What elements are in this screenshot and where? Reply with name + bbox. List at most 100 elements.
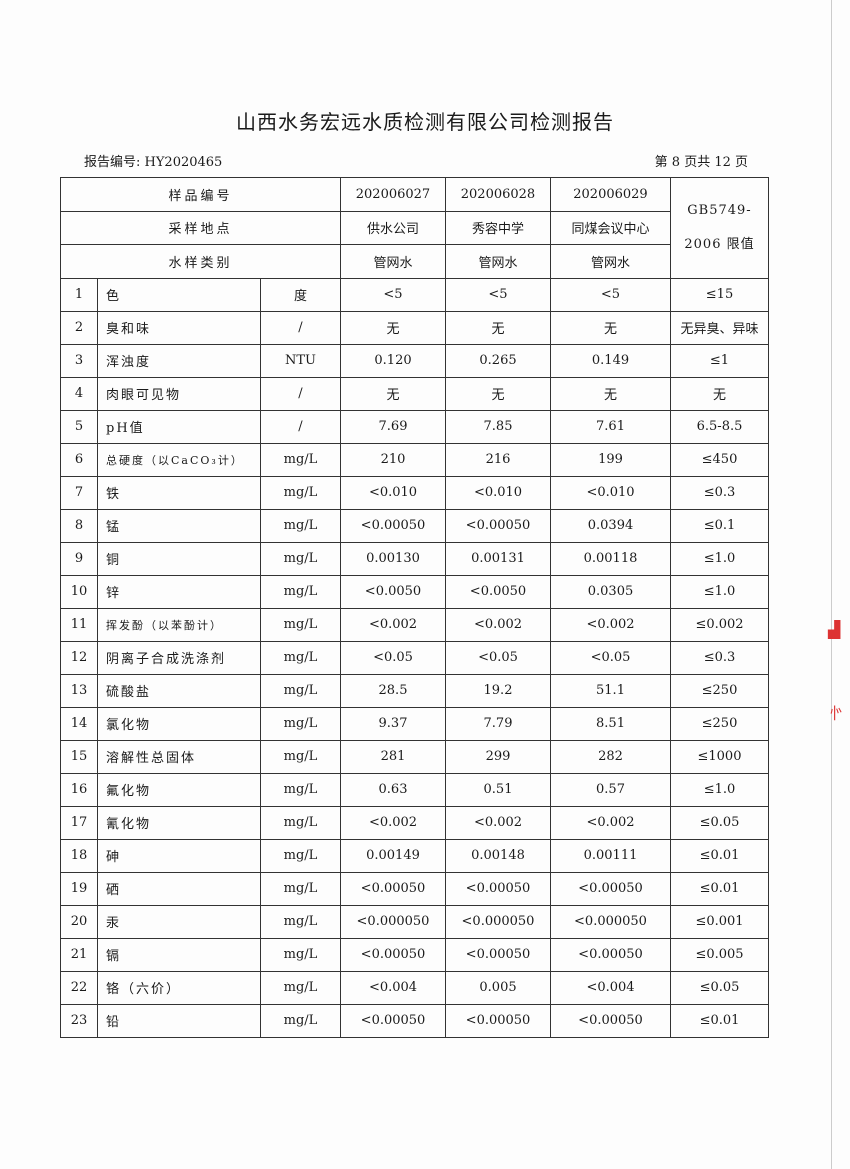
unit: mg/L (260, 706, 341, 741)
header-row-sample-no: 样品编号 202006027 202006028 202006029 GB574… (60, 177, 769, 279)
limit-value: ≤0.005 (670, 937, 769, 972)
parameter-name: 色 (97, 277, 261, 312)
parameter-name: 阴离子合成洗涤剂 (97, 640, 261, 675)
value-sample-1: <0.010 (340, 475, 446, 510)
parameter-name: 氟化物 (97, 772, 261, 807)
table-row: 17 氰化物 mg/L <0.002 <0.002 <0.002 ≤0.05 (60, 805, 769, 840)
table-row: 15 溶解性总固体 mg/L 281 299 282 ≤1000 (60, 739, 769, 774)
unit: mg/L (260, 541, 341, 576)
value-sample-2: <0.002 (445, 805, 551, 840)
sample-location: 同煤会议中心 (550, 210, 671, 245)
value-sample-2: <0.010 (445, 475, 551, 510)
value-sample-1: 28.5 (340, 673, 446, 708)
row-index: 14 (60, 706, 98, 741)
value-sample-1: 无 (340, 376, 446, 411)
row-index: 10 (60, 574, 98, 609)
page-info: 第 8 页共 12 页 (654, 155, 748, 170)
unit: mg/L (260, 574, 341, 609)
stamp-fragment: ▟ (828, 620, 841, 639)
value-sample-2: 0.265 (445, 343, 551, 378)
unit: mg/L (260, 475, 341, 510)
value-sample-1: 0.120 (340, 343, 446, 378)
value-sample-1: <0.00050 (340, 871, 446, 906)
parameter-name: 铜 (97, 541, 261, 576)
value-sample-3: <0.010 (550, 475, 671, 510)
unit: mg/L (260, 805, 341, 840)
value-sample-1: 281 (340, 739, 446, 774)
value-sample-3: <0.002 (550, 607, 671, 642)
parameter-name: 汞 (97, 904, 261, 939)
sample-type: 管网水 (550, 244, 671, 279)
row-index: 9 (60, 541, 98, 576)
row-index: 15 (60, 739, 98, 774)
parameter-name: 臭和味 (97, 310, 261, 345)
table-row: 22 铬（六价） mg/L <0.004 0.005 <0.004 ≤0.05 (60, 970, 769, 1005)
table-row: 12 阴离子合成洗涤剂 mg/L <0.05 <0.05 <0.05 ≤0.3 (60, 640, 769, 675)
parameter-name: 硒 (97, 871, 261, 906)
value-sample-2: <0.00050 (445, 508, 551, 543)
table-row: 21 镉 mg/L <0.00050 <0.00050 <0.00050 ≤0.005 (60, 937, 769, 972)
limit-value: 无 (670, 376, 769, 411)
row-index: 2 (60, 310, 98, 345)
unit: / (260, 409, 341, 444)
value-sample-2: 7.79 (445, 706, 551, 741)
table-row: 8 锰 mg/L <0.00050 <0.00050 0.0394 ≤0.1 (60, 508, 769, 543)
header-row-type: 水样类别 管网水 管网水 管网水 (60, 244, 769, 279)
row-index: 23 (60, 1003, 98, 1038)
table-row: 10 锌 mg/L <0.0050 <0.0050 0.0305 ≤1.0 (60, 574, 769, 609)
value-sample-1: 无 (340, 310, 446, 345)
table-row: 4 肉眼可见物 / 无无无无 (60, 376, 769, 411)
table-row: 5 pH值/7.69 7.85 7.61 6.5-8.5 (60, 409, 769, 444)
value-sample-1: 7.69 (340, 409, 446, 444)
value-sample-1: <0.002 (340, 805, 446, 840)
value-sample-3: <0.000050 (550, 904, 671, 939)
table-row: 14 氯化物 mg/L 9.37 7.79 8.51 ≤250 (60, 706, 769, 741)
row-index: 7 (60, 475, 98, 510)
limit-value: ≤0.1 (670, 508, 769, 543)
unit: mg/L (260, 442, 341, 477)
value-sample-1: <0.002 (340, 607, 446, 642)
table-row: 20 汞 mg/L <0.000050 <0.000050 <0.000050 ≤0.001 (60, 904, 769, 939)
unit: mg/L (260, 970, 341, 1005)
value-sample-2: <5 (445, 277, 551, 312)
sample-location: 供水公司 (340, 210, 446, 245)
row-index: 20 (60, 904, 98, 939)
row-index: 16 (60, 772, 98, 807)
limit-value: ≤0.3 (670, 640, 769, 675)
table-row: 23 铅 mg/L <0.00050 <0.00050 <0.00050 ≤0.01 (60, 1003, 769, 1038)
type-label: 水样类别 (60, 244, 341, 279)
sample-type: 管网水 (445, 244, 551, 279)
parameter-name: 硫酸盐 (97, 673, 261, 708)
table-row: 11 挥发酚（以苯酚计） mg/L <0.002 <0.002 <0.002 ≤0.002 (60, 607, 769, 642)
unit: mg/L (260, 739, 341, 774)
limit-value: ≤0.002 (670, 607, 769, 642)
limit-value: ≤1000 (670, 739, 769, 774)
limit-value: ≤0.01 (670, 871, 769, 906)
unit: mg/L (260, 871, 341, 906)
limit-value: ≤1.0 (670, 574, 769, 609)
value-sample-1: <0.00050 (340, 937, 446, 972)
parameter-name: 铁 (97, 475, 261, 510)
parameter-name: 浑浊度 (97, 343, 261, 378)
row-index: 21 (60, 937, 98, 972)
row-index: 8 (60, 508, 98, 543)
value-sample-2: <0.00050 (445, 1003, 551, 1038)
value-sample-3: 0.0305 (550, 574, 671, 609)
value-sample-2: <0.00050 (445, 937, 551, 972)
value-sample-3: 0.00118 (550, 541, 671, 576)
sample-no: 202006029 (550, 177, 671, 212)
value-sample-2: 299 (445, 739, 551, 774)
value-sample-1: <0.00050 (340, 1003, 446, 1038)
value-sample-3: 0.0394 (550, 508, 671, 543)
value-sample-3: <0.004 (550, 970, 671, 1005)
value-sample-2: 19.2 (445, 673, 551, 708)
value-sample-2: <0.002 (445, 607, 551, 642)
value-sample-1: <0.004 (340, 970, 446, 1005)
sample-location: 秀容中学 (445, 210, 551, 245)
unit: mg/L (260, 937, 341, 972)
value-sample-1: <0.05 (340, 640, 446, 675)
unit: mg/L (260, 640, 341, 675)
unit: mg/L (260, 508, 341, 543)
row-index: 19 (60, 871, 98, 906)
parameter-name: 肉眼可见物 (97, 376, 261, 411)
